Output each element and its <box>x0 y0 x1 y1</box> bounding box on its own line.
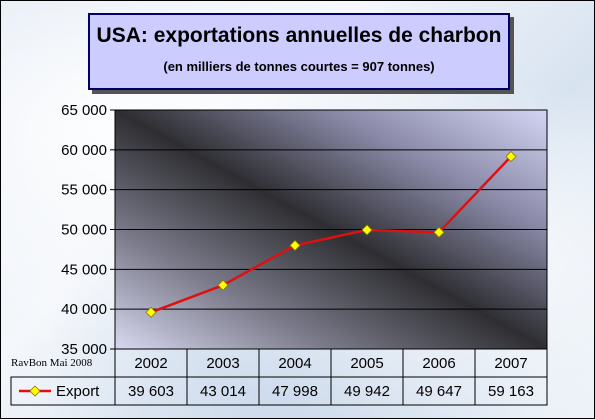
data-table-value: 47 998 <box>272 383 318 400</box>
y-tick-label: 65 000 <box>61 102 107 119</box>
title-box: USA: exportations annuelles de charbon (… <box>88 13 510 90</box>
y-axis: 35 000 40 000 45 000 50 000 55 000 60 000 65 0… <box>61 102 116 358</box>
y-tick-label: 60 000 <box>61 142 107 159</box>
gridlines <box>115 109 547 310</box>
x-category-label: 2005 <box>350 355 383 372</box>
data-table-value: 49 647 <box>416 383 462 400</box>
y-tick-label: 35 000 <box>61 341 107 358</box>
x-category-label: 2002 <box>134 355 167 372</box>
data-table-value: 59 163 <box>488 383 534 400</box>
credit-text: RavBon Mai 2008 <box>11 357 93 369</box>
x-category-label: 2003 <box>206 355 239 372</box>
value-row <box>10 376 548 406</box>
data-point <box>145 306 157 318</box>
y-tick-label: 50 000 <box>61 222 107 239</box>
data-table-value: 49 942 <box>344 383 390 400</box>
x-category-label: 2004 <box>278 355 311 372</box>
x-category-label: 2007 <box>494 355 527 372</box>
legend-marker-key <box>29 385 41 397</box>
x-category-label: 2006 <box>422 355 455 372</box>
y-tick-label: 45 000 <box>61 261 107 278</box>
data-point <box>433 226 445 238</box>
data-point <box>217 279 229 291</box>
chart-title: USA: exportations annuelles de charbon <box>96 24 502 47</box>
data-table-value: 39 603 <box>128 383 174 400</box>
data-point <box>505 150 517 163</box>
y-tick-label: 55 000 <box>61 182 107 199</box>
series-line <box>150 155 512 314</box>
data-point <box>289 239 301 252</box>
series-export <box>145 150 517 318</box>
data-table: 2002 39 603 2003 43 014 2004 47 998 2005 49 942… <box>10 348 548 406</box>
legend-label: Export <box>56 383 100 400</box>
chart-subtitle: (en milliers de tonnes courtes = 907 ton… <box>163 59 435 74</box>
data-table-value: 43 014 <box>200 383 246 400</box>
data-point <box>361 224 373 236</box>
y-tick-label: 40 000 <box>61 301 107 318</box>
